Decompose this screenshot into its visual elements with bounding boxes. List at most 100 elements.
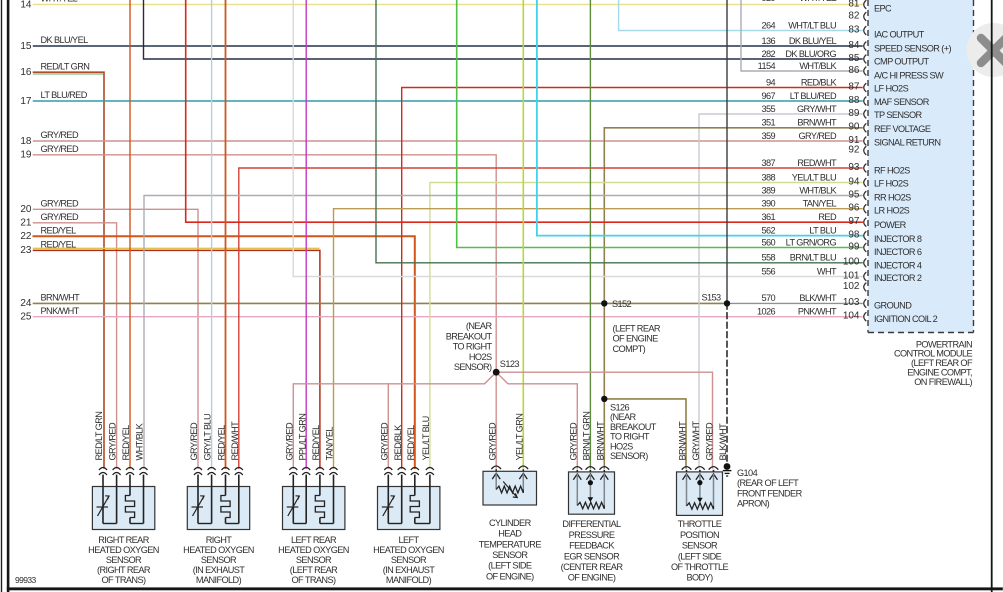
svg-text:S153: S153 — [701, 293, 721, 303]
svg-text:ON FIREWALL): ON FIREWALL) — [914, 377, 972, 387]
svg-text:SIGNAL RETURN: SIGNAL RETURN — [874, 137, 940, 147]
svg-text:100: 100 — [843, 257, 860, 268]
svg-text:WHT/YEL: WHT/YEL — [799, 0, 836, 3]
svg-text:SENSOR: SENSOR — [492, 550, 528, 560]
svg-text:COMPT): COMPT) — [613, 344, 646, 354]
svg-text:388: 388 — [761, 172, 775, 182]
svg-text:(LEFT REAR: (LEFT REAR — [613, 323, 661, 333]
svg-text:87: 87 — [848, 81, 860, 92]
svg-text:HEAD: HEAD — [498, 529, 522, 539]
svg-text:RED/YEL: RED/YEL — [217, 425, 227, 461]
svg-text:GRY/RED: GRY/RED — [108, 422, 118, 460]
svg-text:RED/YEL: RED/YEL — [41, 240, 77, 250]
svg-text:(LEFT REAR OF: (LEFT REAR OF — [911, 358, 973, 368]
svg-text:23: 23 — [20, 245, 32, 256]
svg-text:INJECTOR 2: INJECTOR 2 — [874, 273, 922, 283]
svg-text:LF HO2S: LF HO2S — [874, 84, 909, 94]
svg-text:BODY): BODY) — [686, 573, 713, 583]
svg-text:RED: RED — [818, 212, 837, 222]
svg-text:YEL/LT GRN: YEL/LT GRN — [514, 414, 524, 461]
svg-text:WHT/LT BLU: WHT/LT BLU — [788, 20, 836, 30]
svg-text:PNK/WHT: PNK/WHT — [798, 307, 837, 317]
svg-text:25: 25 — [20, 312, 32, 323]
svg-text:LF HO2S: LF HO2S — [874, 179, 909, 189]
svg-text:BREAKOUT: BREAKOUT — [446, 331, 493, 341]
svg-text:INJECTOR 8: INJECTOR 8 — [874, 234, 922, 244]
svg-text:81: 81 — [848, 0, 860, 9]
svg-text:390: 390 — [761, 199, 775, 209]
svg-text:INJECTOR 4: INJECTOR 4 — [874, 260, 922, 270]
svg-text:(IN EXHAUST: (IN EXHAUST — [193, 565, 246, 575]
svg-text:GRY/RED: GRY/RED — [799, 131, 837, 141]
svg-text:GRY/RED: GRY/RED — [568, 422, 578, 460]
svg-text:TO RIGHT: TO RIGHT — [453, 342, 493, 352]
svg-text:IAC OUTPUT: IAC OUTPUT — [874, 30, 925, 40]
svg-text:HEATED OXYGEN: HEATED OXYGEN — [373, 545, 444, 555]
svg-text:LR HO2S: LR HO2S — [874, 206, 910, 216]
svg-text:TAN/YEL: TAN/YEL — [325, 427, 335, 461]
svg-text:103: 103 — [843, 297, 860, 308]
svg-text:TAN/YEL: TAN/YEL — [803, 199, 837, 209]
svg-text:99: 99 — [848, 241, 860, 252]
svg-text:MANIFOLD): MANIFOLD) — [386, 575, 432, 585]
svg-text:(NEAR: (NEAR — [466, 321, 493, 331]
svg-text:19: 19 — [20, 150, 32, 161]
svg-text:264: 264 — [761, 20, 775, 30]
svg-text:OF THROTTLE: OF THROTTLE — [671, 562, 729, 572]
svg-text:355: 355 — [761, 104, 775, 114]
svg-text:(LEFT SIDE: (LEFT SIDE — [488, 561, 532, 571]
svg-text:BRN/WHT: BRN/WHT — [595, 421, 605, 461]
svg-text:FEEDBACK: FEEDBACK — [569, 541, 615, 551]
svg-text:TEMPERATURE: TEMPERATURE — [479, 539, 542, 549]
svg-text:MAF SENSOR: MAF SENSOR — [874, 97, 930, 107]
svg-text:89: 89 — [848, 108, 860, 119]
svg-text:(CENTER REAR: (CENTER REAR — [561, 562, 624, 572]
svg-text:570: 570 — [761, 293, 775, 303]
svg-text:558: 558 — [761, 253, 775, 263]
svg-text:HO2S: HO2S — [610, 442, 633, 452]
svg-text:91: 91 — [848, 135, 860, 146]
svg-text:17: 17 — [20, 96, 32, 107]
svg-text:1154: 1154 — [758, 61, 776, 71]
svg-text:RF HO2S: RF HO2S — [874, 165, 910, 175]
svg-text:CYLINDER: CYLINDER — [489, 518, 532, 528]
svg-text:20: 20 — [20, 204, 32, 215]
svg-text:RED/LT GRN: RED/LT GRN — [41, 61, 90, 71]
svg-text:MANIFOLD): MANIFOLD) — [196, 575, 242, 585]
svg-text:359: 359 — [761, 131, 775, 141]
svg-text:SENSOR): SENSOR) — [610, 451, 648, 461]
svg-text:GRY/RED: GRY/RED — [41, 212, 79, 222]
svg-text:DK BLU/YEL: DK BLU/YEL — [789, 36, 837, 46]
svg-text:GRY/RED: GRY/RED — [284, 422, 294, 460]
svg-text:16: 16 — [20, 67, 32, 78]
svg-text:RED/LT GRN: RED/LT GRN — [94, 412, 104, 461]
svg-text:TP SENSOR: TP SENSOR — [874, 110, 922, 120]
svg-text:ENGINE COMPT,: ENGINE COMPT, — [907, 368, 972, 378]
svg-text:PRESSURE: PRESSURE — [569, 530, 615, 540]
svg-text:OF TRANS): OF TRANS) — [102, 575, 146, 585]
svg-text:GRY/RED: GRY/RED — [41, 144, 79, 154]
svg-text:A/C HI PRESS SW: A/C HI PRESS SW — [874, 70, 944, 80]
svg-text:90: 90 — [848, 122, 860, 133]
svg-text:93: 93 — [848, 162, 860, 173]
svg-text:CONTROL MODULE: CONTROL MODULE — [894, 349, 973, 359]
svg-text:94: 94 — [848, 176, 860, 187]
svg-text:15: 15 — [20, 41, 32, 52]
svg-text:DK BLU/ORG: DK BLU/ORG — [785, 49, 836, 59]
svg-text:389: 389 — [761, 185, 775, 195]
svg-text:HEATED OXYGEN: HEATED OXYGEN — [278, 545, 349, 555]
svg-text:GRY/WHT: GRY/WHT — [691, 420, 701, 460]
svg-text:BRN/LT GRN: BRN/LT GRN — [582, 412, 592, 461]
svg-text:FRONT FENDER: FRONT FENDER — [737, 488, 803, 498]
svg-text:88: 88 — [848, 95, 860, 106]
svg-text:POWER: POWER — [874, 220, 907, 230]
svg-text:EPC: EPC — [874, 3, 892, 13]
svg-text:OF ENGINE): OF ENGINE) — [486, 571, 534, 581]
svg-text:RED/WHT: RED/WHT — [797, 158, 837, 168]
svg-text:GRY/RED: GRY/RED — [41, 199, 79, 209]
svg-text:CMP OUTPUT: CMP OUTPUT — [874, 57, 930, 67]
svg-text:S152: S152 — [612, 299, 632, 309]
svg-text:85: 85 — [848, 53, 860, 64]
svg-text:RIGHT REAR: RIGHT REAR — [98, 535, 149, 545]
svg-text:99933: 99933 — [15, 575, 37, 585]
